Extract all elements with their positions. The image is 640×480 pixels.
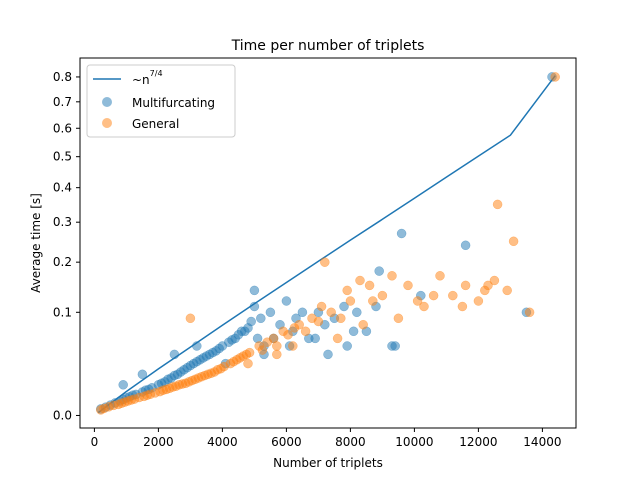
axes-frame xyxy=(79,57,577,429)
point-general xyxy=(342,285,352,296)
x-tick-label: 8000 xyxy=(335,435,366,449)
legend-marker-general xyxy=(102,118,112,128)
point-multifurcating xyxy=(342,341,352,351)
point-general xyxy=(283,330,293,340)
legend-marker-multifurcating xyxy=(102,97,112,107)
y-tick-label: 0.8 xyxy=(53,70,72,84)
point-general xyxy=(355,275,365,286)
point-general xyxy=(419,301,429,312)
x-tick-label: 4000 xyxy=(207,435,238,449)
x-tick-label: 0 xyxy=(91,435,99,449)
point-general xyxy=(460,280,471,291)
y-tick-label: 0.1 xyxy=(53,305,72,319)
point-general xyxy=(377,290,388,301)
point-general xyxy=(489,275,500,286)
legend-label-power-law: ~n7/4 xyxy=(132,69,163,87)
point-multifurcating xyxy=(374,266,384,276)
point-general xyxy=(368,296,378,306)
point-multifurcating xyxy=(396,228,407,239)
point-general xyxy=(502,285,512,296)
point-multifurcating xyxy=(352,307,362,318)
point-multifurcating xyxy=(249,301,260,312)
point-multifurcating xyxy=(297,307,308,318)
point-multifurcating xyxy=(348,326,359,337)
series-line-power-law xyxy=(97,75,556,414)
point-general xyxy=(480,285,490,296)
point-general xyxy=(387,271,397,281)
x-axis-label: Number of triplets xyxy=(273,456,383,470)
x-axis-ticks: 0 2000 4000 6000 8000 10000 12000 14000 xyxy=(91,428,561,449)
point-general xyxy=(550,72,560,82)
point-general xyxy=(244,347,255,358)
point-general xyxy=(313,316,324,327)
point-multifurcating xyxy=(339,301,349,312)
point-general xyxy=(448,290,458,301)
point-general xyxy=(332,333,343,344)
point-multifurcating xyxy=(137,369,148,380)
y-tick-label: 0.4 xyxy=(53,181,72,195)
y-tick-label: 0.3 xyxy=(53,215,72,229)
point-general xyxy=(288,341,298,351)
y-tick-label: 0.2 xyxy=(53,255,72,269)
point-multifurcating xyxy=(256,313,266,324)
point-general xyxy=(435,271,445,281)
y-tick-label: 0.5 xyxy=(53,150,72,164)
point-general xyxy=(345,296,356,306)
point-general xyxy=(412,296,423,306)
point-general xyxy=(272,341,282,351)
point-general xyxy=(294,319,304,330)
chart-title: Time per number of triplets xyxy=(231,38,425,54)
point-multifurcating xyxy=(192,341,202,351)
point-multifurcating xyxy=(246,316,256,327)
x-tick-label: 2000 xyxy=(143,435,174,449)
point-multifurcating xyxy=(390,341,400,351)
legend: ~n7/4 Multifurcating General xyxy=(86,64,236,138)
point-multifurcating xyxy=(236,326,247,337)
y-axis-ticks: 0.0 0.1 0.2 0.3 0.4 0.5 0.6 0.7 0.8 xyxy=(53,70,80,422)
point-general xyxy=(272,349,282,360)
point-general xyxy=(358,319,368,330)
point-general xyxy=(185,313,196,324)
plot-marks xyxy=(96,72,560,415)
x-tick-label: 12000 xyxy=(459,435,497,449)
point-general xyxy=(524,307,535,318)
point-general xyxy=(492,199,503,210)
point-multifurcating xyxy=(281,296,292,306)
legend-label-general: General xyxy=(132,117,179,131)
point-general xyxy=(364,280,375,291)
point-multifurcating xyxy=(118,380,128,390)
point-general xyxy=(473,296,484,306)
point-general xyxy=(336,313,346,324)
point-general xyxy=(316,301,327,312)
point-multifurcating xyxy=(310,333,320,344)
y-axis-label: Average time [s] xyxy=(29,193,43,293)
point-general xyxy=(508,236,519,247)
point-general xyxy=(243,358,253,369)
x-tick-label: 10000 xyxy=(395,435,433,449)
y-tick-label: 0.7 xyxy=(53,95,72,109)
legend-box xyxy=(86,64,236,138)
point-general xyxy=(393,313,404,324)
point-general xyxy=(300,326,311,337)
point-general xyxy=(428,290,439,301)
point-general xyxy=(403,280,413,291)
point-general xyxy=(326,307,336,318)
point-multifurcating xyxy=(265,307,276,318)
point-multifurcating xyxy=(249,285,260,296)
point-general xyxy=(457,301,468,312)
legend-label-multifurcating: Multifurcating xyxy=(132,96,215,110)
x-tick-label: 6000 xyxy=(271,435,302,449)
point-multifurcating xyxy=(169,349,180,360)
point-multifurcating xyxy=(323,349,333,360)
y-tick-label: 0.0 xyxy=(53,408,72,422)
y-tick-label: 0.6 xyxy=(53,121,72,135)
x-tick-label: 14000 xyxy=(523,435,561,449)
point-multifurcating xyxy=(460,240,471,251)
point-general xyxy=(320,257,330,267)
point-general xyxy=(257,345,268,355)
